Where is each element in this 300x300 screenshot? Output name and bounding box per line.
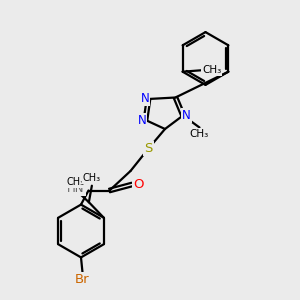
Text: N: N bbox=[137, 113, 146, 127]
Text: O: O bbox=[133, 178, 144, 191]
Text: CH₃: CH₃ bbox=[202, 65, 221, 75]
Text: Br: Br bbox=[75, 273, 90, 286]
Text: HN: HN bbox=[67, 182, 85, 196]
Text: CH₃: CH₃ bbox=[83, 173, 101, 183]
Text: S: S bbox=[144, 142, 153, 155]
Text: N: N bbox=[182, 109, 191, 122]
Text: CH₃: CH₃ bbox=[66, 177, 84, 187]
Text: N: N bbox=[140, 92, 149, 106]
Text: CH₃: CH₃ bbox=[190, 129, 209, 139]
